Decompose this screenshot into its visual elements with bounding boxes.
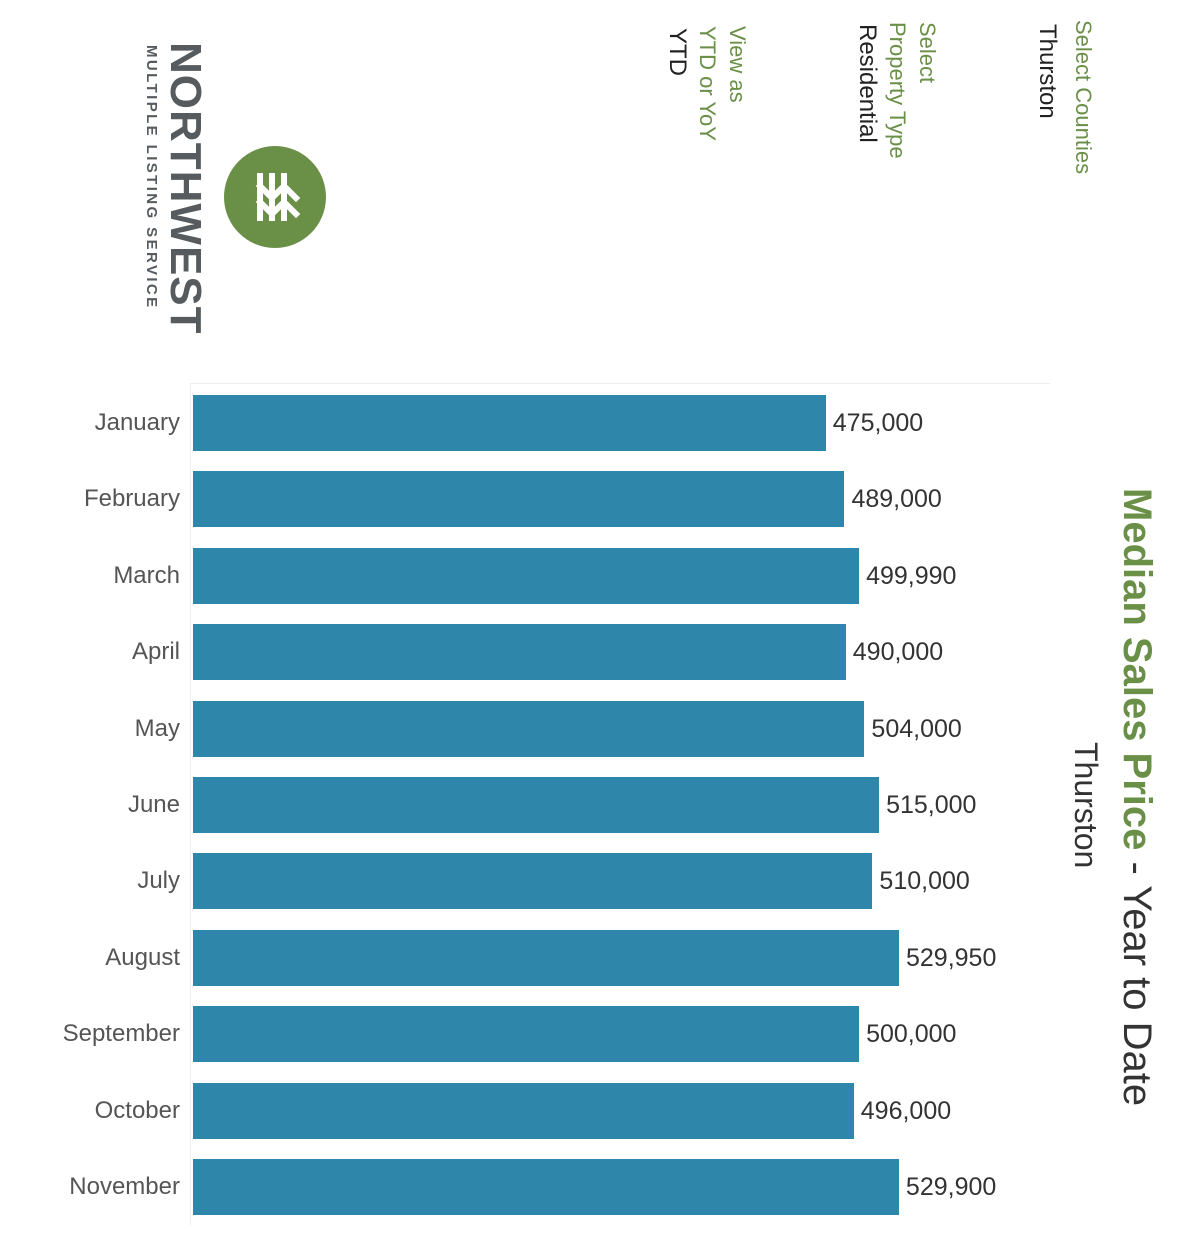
category-label: November bbox=[69, 1173, 180, 1200]
category-label: May bbox=[134, 714, 180, 742]
view-filter-label-1: View as bbox=[725, 26, 750, 103]
bar-april[interactable] bbox=[193, 624, 846, 681]
value-label: 500,000 bbox=[866, 1020, 957, 1049]
bar-august[interactable] bbox=[193, 929, 899, 986]
category-label: April bbox=[131, 638, 180, 666]
category-label: September bbox=[62, 1020, 180, 1048]
bar-september[interactable] bbox=[193, 1006, 860, 1063]
bar-january[interactable] bbox=[193, 395, 826, 451]
bar-november[interactable] bbox=[193, 1159, 899, 1215]
chart-title-main: Median Sales Price bbox=[1115, 488, 1159, 851]
plot-frame-top bbox=[190, 383, 1050, 384]
logo-wordmark: NORTHWEST bbox=[161, 42, 210, 335]
value-label: 475,000 bbox=[832, 409, 924, 437]
value-label: 499,990 bbox=[866, 561, 957, 590]
counties-filter-label: Select Counties bbox=[1071, 20, 1096, 175]
value-label: 496,000 bbox=[860, 1096, 952, 1125]
category-label: March bbox=[113, 561, 180, 589]
bar-july[interactable] bbox=[193, 853, 873, 910]
chart-subtitle: Thurston bbox=[1068, 742, 1104, 869]
view-filter-label-2: YTD or YoY bbox=[695, 26, 720, 141]
chart-title-suffix: - Year to Date bbox=[1115, 850, 1159, 1107]
value-label: 510,000 bbox=[879, 867, 970, 896]
value-label: 529,900 bbox=[905, 1173, 997, 1201]
category-label: August bbox=[105, 943, 180, 971]
value-label: 504,000 bbox=[871, 714, 962, 743]
bar-june[interactable] bbox=[193, 777, 880, 833]
category-label: July bbox=[137, 867, 180, 895]
category-label: January bbox=[94, 409, 180, 436]
chart-title: Median Sales Price - Year to Date bbox=[1114, 488, 1160, 1106]
bar-february[interactable] bbox=[193, 471, 845, 528]
property-type-filter-value[interactable]: Residential bbox=[854, 24, 881, 143]
view-filter-value[interactable]: YTD bbox=[664, 28, 691, 76]
value-label: 489,000 bbox=[851, 485, 942, 514]
category-label: June bbox=[127, 791, 180, 818]
bar-march[interactable] bbox=[193, 547, 860, 604]
value-label: 515,000 bbox=[886, 791, 977, 819]
category-label: February bbox=[83, 485, 180, 513]
bar-october[interactable] bbox=[193, 1082, 854, 1139]
bar-may[interactable] bbox=[193, 700, 865, 757]
value-label: 529,950 bbox=[906, 943, 997, 972]
property-type-filter-label-1: Select bbox=[915, 22, 940, 84]
property-type-filter-label-2: Property Type bbox=[885, 22, 910, 159]
plot-frame-left bbox=[190, 383, 191, 1225]
logo-subtitle: MULTIPLE LISTING SERVICE bbox=[143, 45, 160, 310]
value-label: 490,000 bbox=[852, 638, 944, 667]
category-label: October bbox=[94, 1096, 180, 1124]
counties-filter-value[interactable]: Thurston bbox=[1034, 24, 1061, 119]
nwmls-logo-icon bbox=[224, 146, 326, 248]
